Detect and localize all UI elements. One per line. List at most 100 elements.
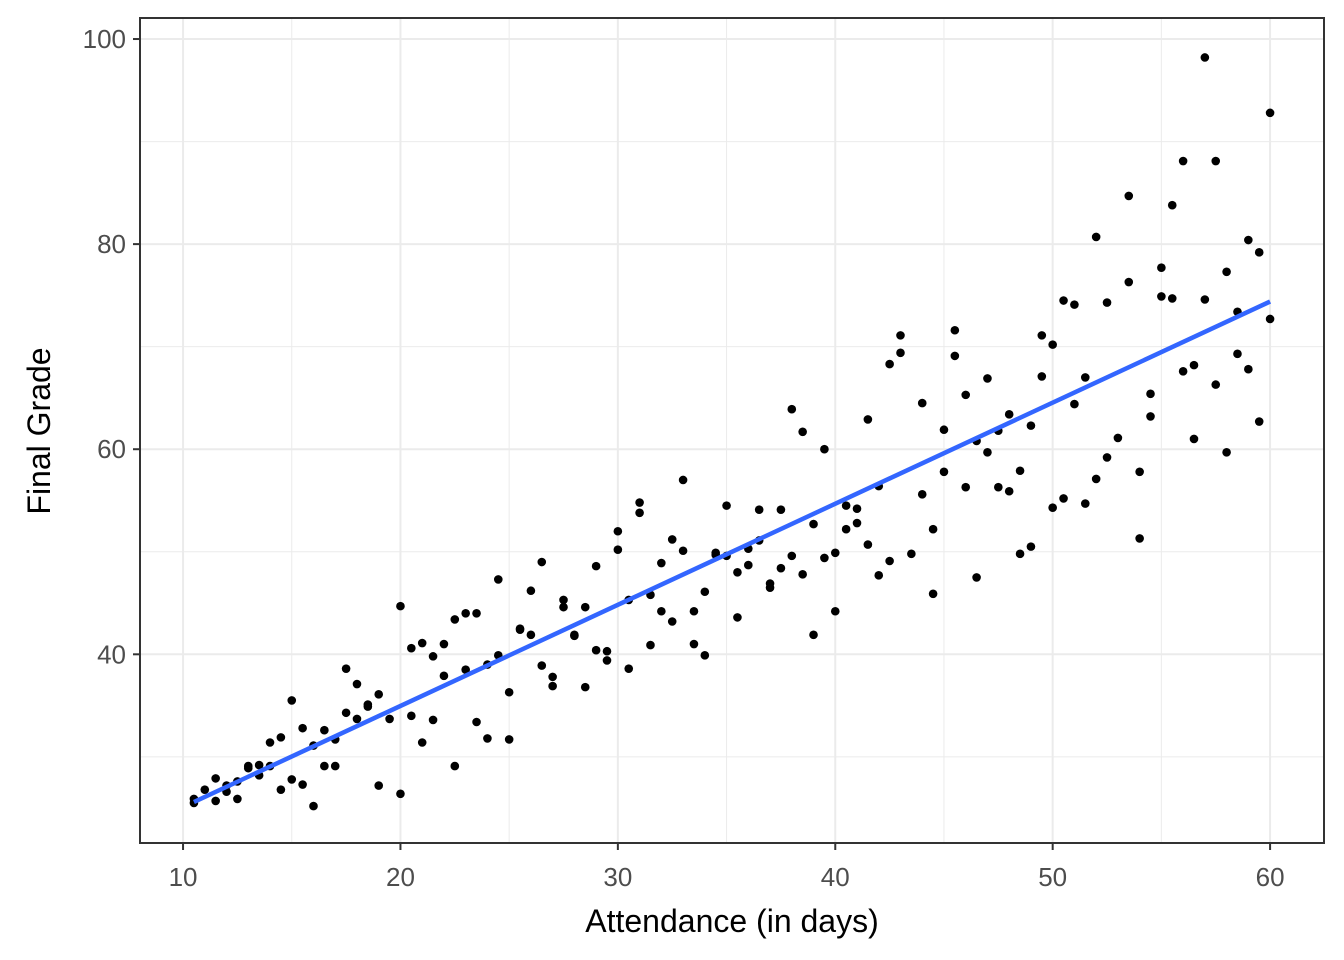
data-point <box>341 664 351 673</box>
data-point <box>439 671 449 681</box>
data-point <box>591 561 601 571</box>
data-point <box>613 545 623 555</box>
data-point <box>820 553 829 563</box>
data-point <box>396 601 405 611</box>
data-point <box>1124 191 1134 201</box>
data-point <box>667 617 677 626</box>
data-point <box>461 608 470 618</box>
data-point <box>1026 421 1036 430</box>
data-point <box>678 475 688 485</box>
data-points <box>189 53 1275 811</box>
grid-minor <box>140 18 1324 843</box>
data-point <box>1146 389 1155 399</box>
y-axis-title: Final Grade <box>21 347 57 514</box>
data-point <box>1254 417 1264 426</box>
data-point <box>1113 433 1123 443</box>
data-point <box>1222 447 1231 457</box>
data-point <box>1026 542 1036 551</box>
data-point <box>928 589 938 599</box>
data-point <box>1211 380 1221 389</box>
data-point <box>678 546 688 556</box>
data-point <box>1059 296 1068 305</box>
data-point <box>950 325 960 335</box>
data-point <box>580 682 590 692</box>
data-point <box>428 652 438 661</box>
data-point <box>515 624 525 633</box>
data-point <box>320 725 329 735</box>
data-point <box>798 570 807 579</box>
data-point <box>330 761 340 771</box>
data-point <box>548 672 557 682</box>
data-point <box>885 556 894 566</box>
data-point <box>1124 277 1134 287</box>
data-point <box>928 524 938 534</box>
data-point <box>352 679 362 689</box>
data-point <box>1189 434 1199 444</box>
data-point <box>450 761 460 771</box>
x-tick-label: 50 <box>1038 862 1067 892</box>
data-point <box>863 415 873 424</box>
data-point <box>396 789 405 799</box>
data-point <box>1233 349 1242 359</box>
data-point <box>700 587 710 597</box>
data-point <box>1015 549 1025 559</box>
data-point <box>537 557 547 567</box>
data-point <box>1037 331 1047 340</box>
data-point <box>602 656 612 665</box>
data-point <box>1178 366 1188 376</box>
data-point <box>1059 494 1068 503</box>
data-point <box>983 447 992 457</box>
data-point <box>646 640 655 650</box>
data-point <box>504 687 514 697</box>
data-point <box>1146 412 1155 421</box>
data-point <box>939 425 949 435</box>
data-point <box>559 595 568 605</box>
data-point <box>939 467 949 477</box>
data-point <box>635 498 644 507</box>
data-point <box>613 526 623 536</box>
data-point <box>961 390 971 400</box>
data-point <box>722 501 731 510</box>
data-point <box>983 374 992 383</box>
data-point <box>374 690 384 699</box>
data-point <box>624 664 634 673</box>
data-point <box>852 504 862 513</box>
data-point <box>320 761 329 771</box>
data-point <box>243 763 253 773</box>
data-point <box>1091 232 1101 242</box>
data-point <box>657 606 666 616</box>
data-point <box>548 681 557 691</box>
data-point <box>1080 499 1090 508</box>
data-point <box>1265 314 1275 324</box>
data-point <box>504 735 514 744</box>
data-point <box>385 714 394 724</box>
data-point <box>1102 453 1112 462</box>
data-point <box>787 551 797 561</box>
data-point <box>200 785 210 794</box>
data-point <box>972 573 981 582</box>
data-point <box>352 714 362 724</box>
panel-border <box>139 17 1325 844</box>
data-point <box>1244 364 1253 374</box>
data-point <box>374 781 384 790</box>
data-point <box>776 563 786 573</box>
data-point <box>1048 340 1057 349</box>
data-point <box>1048 503 1057 512</box>
data-point <box>776 505 786 515</box>
data-point <box>635 508 644 518</box>
data-point <box>994 482 1003 492</box>
data-point <box>602 646 612 656</box>
y-axis-ticks: 40 60 80 100 <box>83 24 140 669</box>
data-point <box>309 801 318 811</box>
data-point <box>798 427 807 437</box>
data-point <box>1189 360 1199 370</box>
x-tick-label: 40 <box>821 862 850 892</box>
data-point <box>1102 298 1112 307</box>
data-point <box>754 505 764 515</box>
x-axis-title: Attendance (in days) <box>585 903 879 939</box>
data-point <box>461 665 470 674</box>
data-point <box>526 630 536 640</box>
data-point <box>744 560 753 570</box>
data-point <box>1004 410 1014 419</box>
data-point <box>276 785 286 794</box>
